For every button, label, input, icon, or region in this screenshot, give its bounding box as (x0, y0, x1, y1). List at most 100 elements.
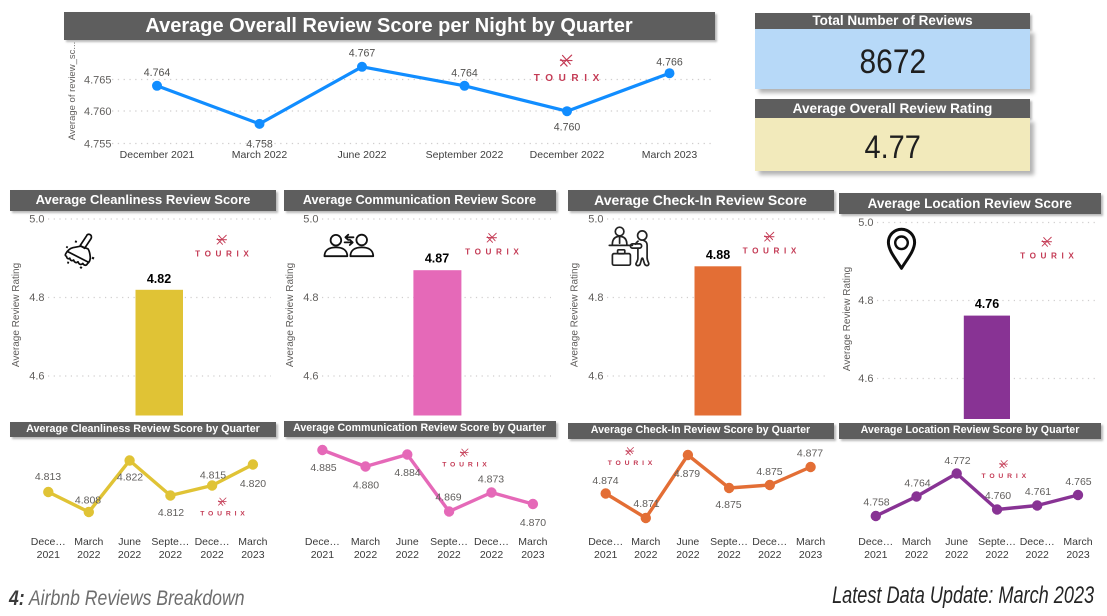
svg-text:4.884: 4.884 (394, 467, 420, 479)
svg-text:Average Review Rating: Average Review Rating (842, 267, 853, 371)
svg-text:4.875: 4.875 (715, 499, 741, 511)
svg-text:March: March (796, 536, 825, 548)
svg-text:4.764: 4.764 (451, 68, 478, 80)
svg-text:4.815: 4.815 (200, 470, 226, 482)
svg-text:2022: 2022 (758, 549, 782, 561)
svg-text:2021: 2021 (311, 549, 335, 561)
svg-text:Septe…: Septe… (978, 536, 1016, 548)
svg-text:Dece…: Dece… (305, 536, 340, 548)
svg-text:4.766: 4.766 (656, 57, 683, 69)
svg-text:March: March (631, 536, 660, 548)
svg-text:4.760: 4.760 (554, 122, 581, 134)
svg-text:Average Review Rating: Average Review Rating (285, 263, 296, 367)
svg-text:2022: 2022 (200, 549, 224, 561)
svg-text:September 2022: September 2022 (426, 149, 504, 161)
svg-text:December 2021: December 2021 (120, 149, 195, 161)
svg-text:June: June (118, 536, 141, 548)
svg-text:4.755: 4.755 (84, 139, 112, 151)
svg-text:5.0: 5.0 (588, 214, 603, 226)
svg-text:2023: 2023 (241, 549, 265, 561)
svg-text:2022: 2022 (634, 549, 658, 561)
svg-text:Dece…: Dece… (752, 536, 787, 548)
svg-text:4.87: 4.87 (425, 252, 449, 266)
svg-text:Dece…: Dece… (858, 536, 893, 548)
svg-text:4.879: 4.879 (674, 468, 700, 480)
svg-text:2022: 2022 (118, 549, 142, 561)
svg-text:4.870: 4.870 (520, 517, 546, 529)
svg-text:4.772: 4.772 (944, 455, 970, 467)
svg-text:March: March (518, 536, 547, 548)
svg-text:March 2022: March 2022 (232, 149, 288, 161)
svg-text:4.812: 4.812 (158, 507, 184, 519)
svg-text:2022: 2022 (77, 549, 101, 561)
svg-text:4.8: 4.8 (588, 292, 603, 304)
svg-text:2022: 2022 (676, 549, 700, 561)
svg-text:December 2022: December 2022 (530, 149, 605, 161)
svg-text:4.764: 4.764 (904, 478, 930, 490)
svg-text:4.6: 4.6 (29, 371, 44, 383)
svg-text:2022: 2022 (480, 549, 504, 561)
svg-text:4.764: 4.764 (144, 67, 171, 79)
svg-text:4.765: 4.765 (1065, 476, 1091, 488)
svg-text:Septe…: Septe… (430, 536, 468, 548)
svg-text:2023: 2023 (1066, 549, 1090, 561)
svg-text:June: June (945, 536, 968, 548)
svg-text:March: March (902, 536, 931, 548)
svg-text:2022: 2022 (437, 549, 461, 561)
svg-text:4.8: 4.8 (858, 295, 873, 307)
svg-text:4.820: 4.820 (240, 478, 266, 490)
svg-text:4.88: 4.88 (706, 248, 730, 262)
svg-text:4.871: 4.871 (633, 498, 659, 510)
svg-text:4.758: 4.758 (863, 497, 889, 509)
svg-text:2022: 2022 (354, 549, 378, 561)
svg-text:Dece…: Dece… (588, 536, 623, 548)
svg-text:Dece…: Dece… (1020, 536, 1055, 548)
svg-text:4.869: 4.869 (435, 492, 461, 504)
svg-text:March: March (1063, 536, 1092, 548)
svg-text:2022: 2022 (717, 549, 741, 561)
svg-text:2022: 2022 (945, 549, 969, 561)
svg-text:June: June (677, 536, 700, 548)
svg-text:4.8: 4.8 (29, 292, 44, 304)
svg-text:2022: 2022 (396, 549, 420, 561)
svg-text:4.76: 4.76 (975, 297, 999, 311)
svg-text:4.760: 4.760 (84, 106, 112, 118)
svg-text:March: March (351, 536, 380, 548)
svg-text:4.8: 4.8 (303, 292, 318, 304)
svg-text:4.875: 4.875 (756, 466, 782, 478)
svg-text:4.6: 4.6 (303, 371, 318, 383)
svg-text:Septe…: Septe… (151, 536, 189, 548)
svg-text:5.0: 5.0 (29, 214, 44, 226)
svg-text:2021: 2021 (594, 549, 618, 561)
svg-text:2023: 2023 (799, 549, 823, 561)
svg-text:2022: 2022 (1026, 549, 1050, 561)
svg-text:2022: 2022 (905, 549, 929, 561)
svg-text:2021: 2021 (864, 549, 888, 561)
svg-text:4.808: 4.808 (75, 495, 101, 507)
svg-text:4.877: 4.877 (797, 448, 823, 460)
svg-text:4.82: 4.82 (147, 272, 171, 286)
svg-text:Septe…: Septe… (710, 536, 748, 548)
svg-text:4.767: 4.767 (349, 48, 376, 60)
svg-text:March: March (238, 536, 267, 548)
svg-text:2023: 2023 (521, 549, 545, 561)
svg-text:Average Review Rating: Average Review Rating (570, 263, 581, 367)
svg-text:4.813: 4.813 (35, 471, 61, 483)
svg-text:4.822: 4.822 (117, 472, 143, 484)
svg-text:March: March (74, 536, 103, 548)
svg-text:4.6: 4.6 (588, 371, 603, 383)
svg-text:June: June (396, 536, 419, 548)
svg-text:4.760: 4.760 (985, 490, 1011, 502)
svg-text:2022: 2022 (985, 549, 1009, 561)
svg-text:2022: 2022 (159, 549, 183, 561)
svg-text:Dece…: Dece… (31, 536, 66, 548)
svg-text:Dece…: Dece… (195, 536, 230, 548)
svg-text:4.6: 4.6 (858, 373, 873, 385)
svg-text:4.765: 4.765 (84, 75, 112, 87)
svg-text:4.761: 4.761 (1025, 486, 1051, 498)
svg-text:June 2022: June 2022 (337, 149, 386, 161)
svg-text:Average of review_sc...: Average of review_sc... (67, 42, 78, 141)
svg-text:March 2023: March 2023 (642, 149, 698, 161)
svg-text:4.873: 4.873 (478, 474, 504, 486)
svg-text:5.0: 5.0 (858, 217, 873, 229)
